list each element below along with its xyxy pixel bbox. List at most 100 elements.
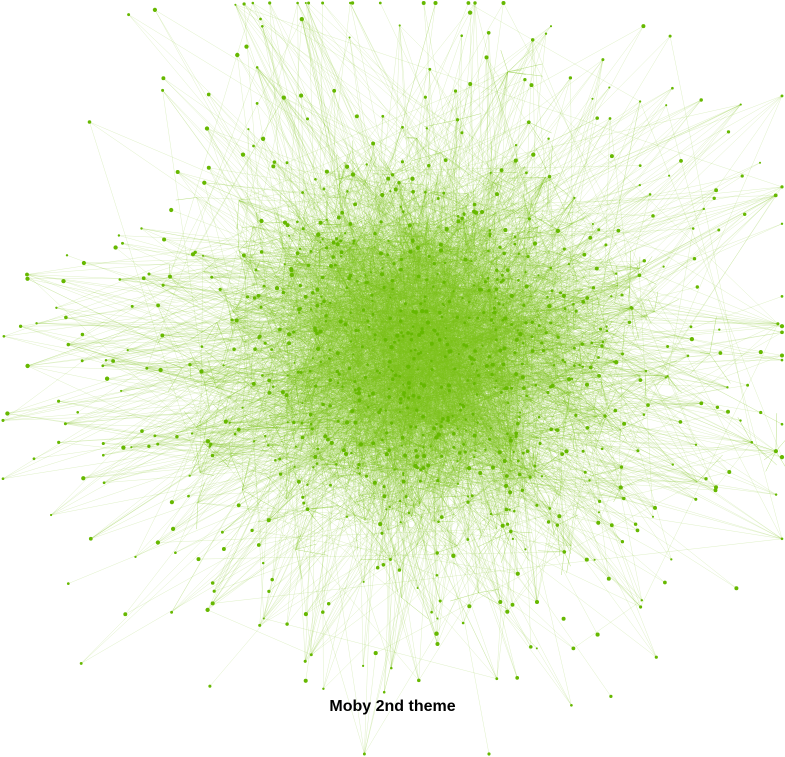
- graph-node: [87, 120, 92, 124]
- graph-node: [434, 631, 439, 636]
- graph-node: [561, 616, 566, 621]
- graph-node: [390, 369, 393, 372]
- graph-node: [382, 285, 386, 290]
- graph-node: [480, 209, 485, 215]
- graph-node: [402, 473, 405, 477]
- graph-node: [76, 410, 80, 414]
- graph-node: [532, 241, 538, 246]
- graph-node: [530, 38, 535, 42]
- graph-node: [488, 229, 492, 232]
- graph-node: [537, 415, 541, 419]
- graph-node: [621, 352, 624, 356]
- graph-node: [430, 368, 434, 372]
- graph-node: [591, 286, 596, 290]
- graph-node: [274, 286, 280, 291]
- graph-node: [651, 214, 655, 218]
- graph-node: [66, 342, 71, 347]
- graph-node: [637, 273, 642, 278]
- graph-node: [303, 294, 308, 299]
- graph-node: [344, 420, 350, 425]
- graph-node: [387, 448, 391, 453]
- graph-node: [407, 511, 411, 515]
- graph-node: [438, 310, 442, 315]
- graph-node: [411, 325, 415, 328]
- graph-node: [367, 394, 371, 398]
- graph-node: [418, 479, 422, 483]
- graph-node: [308, 412, 313, 417]
- graph-node: [606, 576, 611, 581]
- graph-node: [726, 386, 729, 389]
- graph-node: [259, 17, 262, 21]
- graph-node: [383, 337, 388, 342]
- graph-node: [462, 343, 466, 347]
- graph-node: [212, 589, 216, 593]
- graph-node: [567, 262, 571, 266]
- graph-node: [495, 278, 499, 281]
- graph-node: [596, 520, 601, 525]
- graph-node: [572, 302, 575, 306]
- graph-node: [497, 450, 502, 455]
- graph-node: [377, 410, 381, 415]
- graph-node: [518, 415, 521, 419]
- graph-node: [126, 348, 129, 352]
- graph-node: [466, 538, 470, 541]
- graph-node: [365, 163, 368, 166]
- graph-node: [401, 210, 405, 214]
- graph-node: [349, 311, 352, 315]
- graph-node: [419, 468, 423, 472]
- graph-node: [285, 223, 290, 228]
- graph-node: [303, 612, 308, 617]
- graph-node: [57, 399, 61, 403]
- graph-node: [153, 434, 157, 438]
- graph-node: [286, 421, 289, 424]
- graph-node: [299, 93, 304, 98]
- graph-node: [161, 88, 165, 92]
- graph-node: [393, 187, 398, 192]
- graph-node: [401, 479, 406, 484]
- graph-node: [513, 235, 517, 239]
- graph-node: [599, 327, 603, 331]
- graph-node: [467, 495, 470, 498]
- graph-node: [345, 515, 349, 518]
- graph-node: [686, 354, 690, 357]
- graph-node: [350, 172, 356, 177]
- graph-node: [378, 1, 382, 5]
- graph-node: [306, 263, 311, 268]
- graph-node: [513, 158, 518, 163]
- graph-node: [501, 362, 506, 367]
- graph-node: [458, 451, 462, 455]
- graph-node: [463, 450, 467, 454]
- graph-node: [80, 332, 85, 337]
- graph-node: [387, 239, 390, 242]
- graph-node: [540, 341, 544, 345]
- graph-node: [18, 324, 23, 328]
- graph-node: [780, 295, 784, 298]
- graph-node: [210, 601, 215, 606]
- graph-node: [404, 495, 408, 499]
- graph-node: [561, 358, 565, 362]
- graph-node: [261, 561, 265, 565]
- graph-node: [371, 141, 376, 146]
- graph-node: [354, 328, 358, 333]
- graph-node: [663, 580, 667, 585]
- graph-node: [416, 368, 419, 371]
- graph-node: [593, 558, 596, 561]
- graph-node: [294, 445, 297, 448]
- graph-node: [692, 257, 697, 261]
- graph-node: [530, 349, 535, 353]
- graph-node: [256, 293, 261, 298]
- graph-node: [492, 306, 497, 310]
- graph-node: [399, 205, 402, 208]
- graph-node: [407, 223, 412, 228]
- graph-node: [322, 299, 326, 304]
- graph-node: [544, 32, 548, 35]
- graph-node: [32, 457, 36, 461]
- graph-node: [371, 441, 376, 446]
- graph-node: [286, 332, 292, 337]
- graph-node: [648, 193, 652, 196]
- graph-node: [447, 300, 452, 304]
- graph-node: [387, 387, 391, 391]
- graph-node: [445, 342, 450, 347]
- graph-node: [104, 359, 108, 362]
- graph-node: [662, 265, 665, 268]
